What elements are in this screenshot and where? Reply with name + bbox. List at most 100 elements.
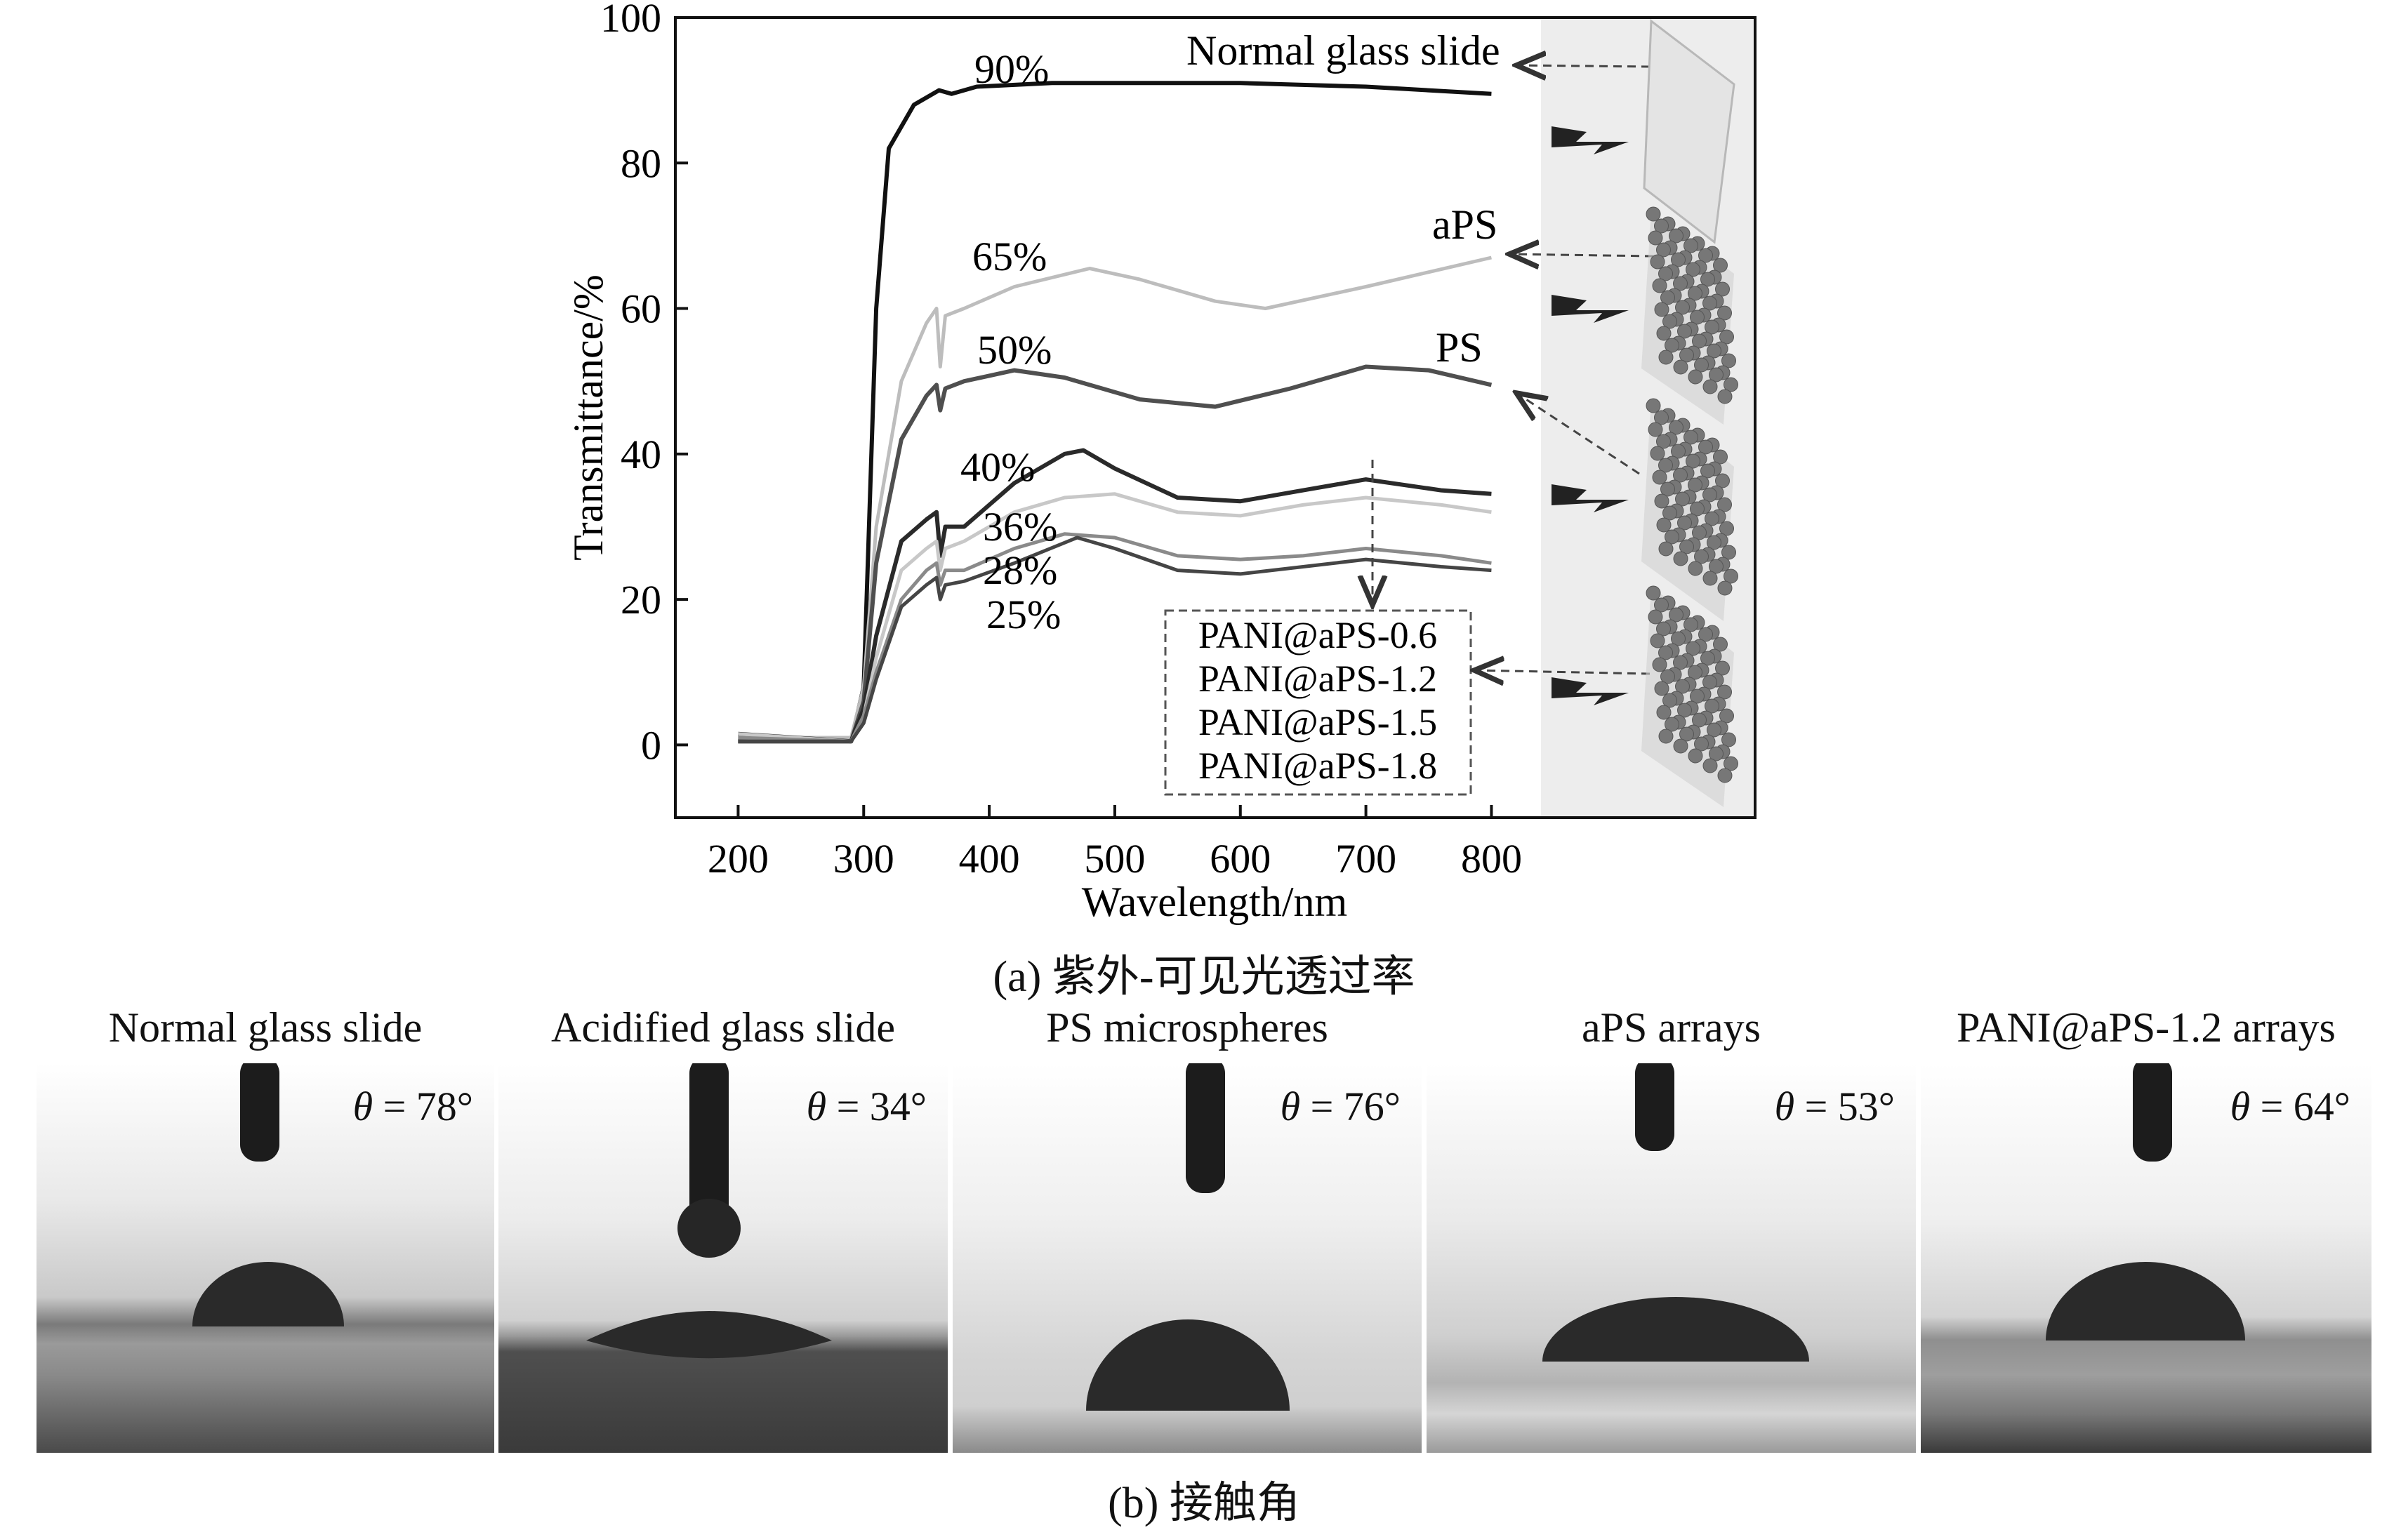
needle [2133, 1063, 2172, 1162]
sphere [1692, 525, 1707, 540]
series-line-pani-aps-1-8 [738, 536, 1492, 743]
hanging-drop [677, 1199, 741, 1258]
sphere [1686, 262, 1700, 277]
sphere [1646, 398, 1661, 413]
sphere [1679, 726, 1694, 742]
sphere [1724, 377, 1738, 392]
sphere [1658, 645, 1673, 660]
contact-angle-image: θ = 76° [953, 1063, 1422, 1453]
droplet-graphic [1086, 1063, 1290, 1411]
sphere [1669, 607, 1683, 623]
sphere [1707, 535, 1721, 550]
sphere [1692, 333, 1707, 349]
sphere [1656, 326, 1672, 341]
sphere [1694, 736, 1709, 752]
water-droplet [2046, 1262, 2245, 1341]
sphere [1650, 446, 1665, 461]
caption-a: (a) 紫外-可见光透过率 [993, 953, 1415, 1001]
series-line-pani-aps-1-5 [738, 532, 1492, 743]
sphere [1690, 501, 1705, 517]
series-label-aps: aPS [1432, 201, 1497, 248]
percent-label-65: 65% [972, 234, 1047, 279]
sphere [1705, 698, 1719, 714]
sphere [1702, 487, 1717, 503]
sphere [1690, 310, 1705, 325]
droplet-graphic [2046, 1063, 2245, 1341]
x-tick-label: 500 [1084, 836, 1145, 882]
sphere [1705, 511, 1719, 526]
sphere [1656, 242, 1671, 258]
sphere [1690, 688, 1705, 704]
plot-frame [674, 16, 1757, 819]
percent-label-25: 25% [986, 592, 1061, 637]
sphere [1698, 248, 1713, 263]
sphere [1688, 477, 1702, 493]
theta-value: = 78° [373, 1084, 473, 1129]
x-tick-label: 800 [1461, 836, 1522, 882]
x-tick-label: 300 [833, 836, 894, 882]
sphere [1719, 329, 1734, 345]
sphere [1688, 665, 1702, 680]
sphere [1660, 669, 1675, 684]
light-bolt-icons [1552, 126, 1629, 705]
sphere [1646, 585, 1661, 601]
x-tick-label: 600 [1210, 836, 1271, 882]
needle [1635, 1063, 1674, 1151]
droplet-graphic [192, 1063, 344, 1326]
sphere [1669, 420, 1683, 435]
water-droplet [586, 1311, 832, 1359]
sphere [1700, 272, 1715, 287]
sphere [1686, 641, 1700, 656]
contact-angle-value: θ = 34° [807, 1083, 927, 1130]
glass-slide-illustration [1643, 19, 1735, 244]
sphere [1658, 350, 1674, 365]
sphere [1671, 631, 1686, 646]
sphere [1707, 722, 1721, 738]
sphere [1654, 410, 1669, 425]
sphere [1656, 434, 1671, 449]
sphere [1698, 627, 1713, 642]
sphere [1702, 758, 1718, 773]
y-tick-label: 100 [600, 0, 661, 41]
sphere [1677, 515, 1692, 531]
sphere [1673, 655, 1688, 670]
droplet-graphic [586, 1063, 832, 1359]
sphere [1715, 660, 1730, 676]
needle [689, 1063, 729, 1225]
theta-value: = 76° [1300, 1084, 1401, 1129]
sphere [1648, 230, 1663, 246]
sphere [1648, 422, 1663, 437]
sphere [1721, 353, 1736, 368]
sphere [1662, 314, 1677, 329]
legend-entry-1.2: PANI@aPS-1.2 [1198, 658, 1437, 700]
series-label-normal-glass: Normal glass slide [1186, 27, 1500, 74]
contact-angle-image: θ = 53° [1427, 1063, 1916, 1453]
series-label-ps: PS [1436, 324, 1483, 371]
sphere [1652, 278, 1667, 293]
transmittance-chart: 0 20 40 60 80 100 200 300 400 500 600 700 800 Wavel… [565, 0, 1757, 925]
sphere [1702, 295, 1717, 311]
sphere [1709, 559, 1724, 574]
sphere [1724, 568, 1738, 584]
sphere [1709, 367, 1724, 382]
sphere [1654, 302, 1669, 317]
sphere [1671, 252, 1686, 267]
sphere [1654, 597, 1669, 613]
sphere [1694, 357, 1709, 373]
percent-label-36: 36% [983, 504, 1057, 550]
contact-angle-image: θ = 34° [498, 1063, 948, 1453]
x-tick-label: 700 [1335, 836, 1396, 882]
sphere [1688, 369, 1703, 385]
sphere [1658, 541, 1674, 557]
series-line-pani-aps-1-2 [738, 492, 1492, 743]
theta-symbol: θ [1280, 1084, 1301, 1129]
percent-label-50: 50% [977, 327, 1052, 373]
sphere [1665, 717, 1679, 732]
sphere [1698, 439, 1713, 455]
theta-symbol: θ [806, 1084, 827, 1129]
theta-value: = 64° [2250, 1084, 2350, 1129]
series-line-aps [738, 255, 1492, 740]
legend-entry-1.5: PANI@aPS-1.5 [1198, 701, 1437, 743]
sphere [1673, 359, 1688, 375]
sphere [1717, 389, 1733, 404]
